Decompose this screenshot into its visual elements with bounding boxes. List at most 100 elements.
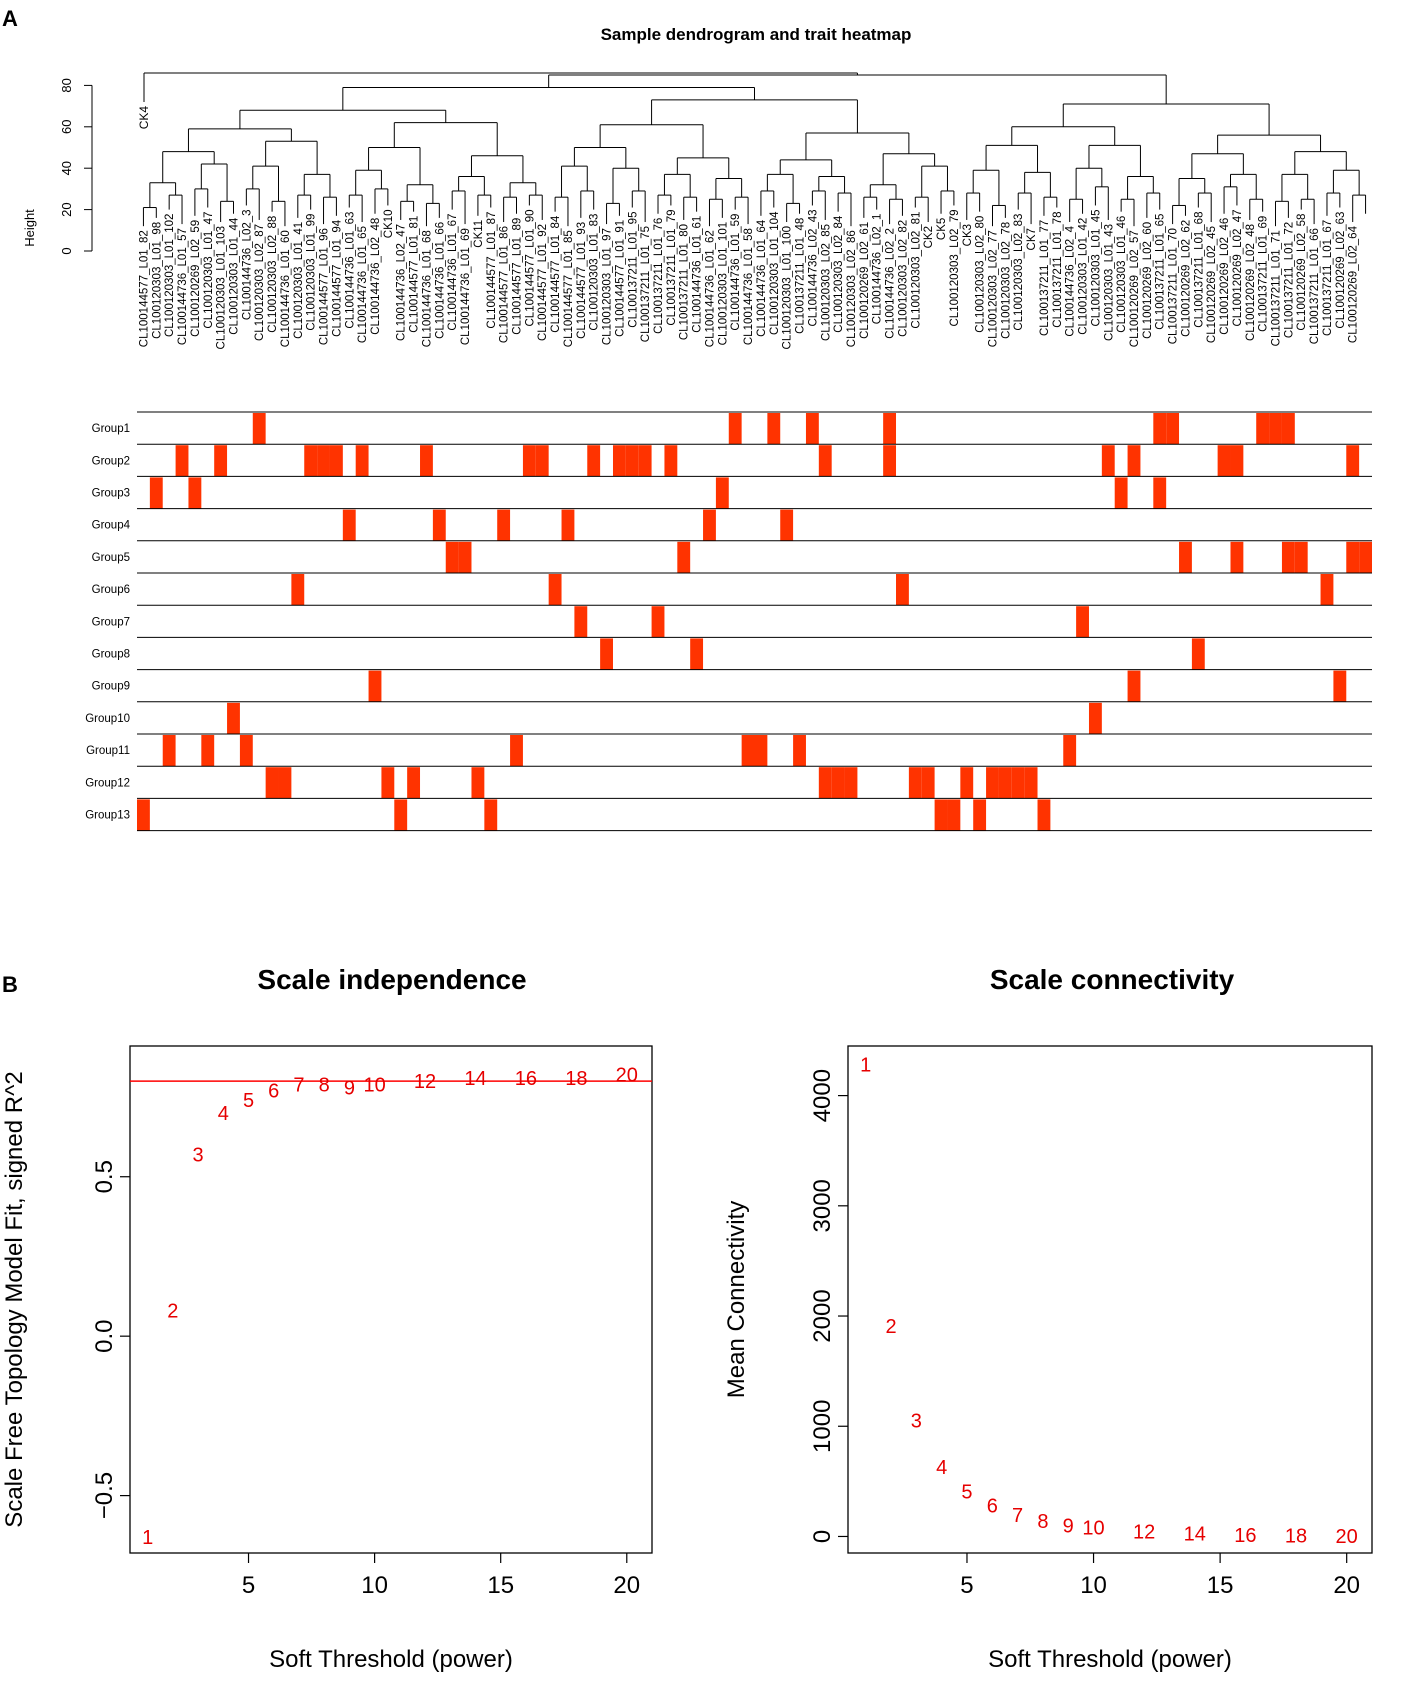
dendrogram-leaf-label: CL100144736_L01_63 bbox=[344, 212, 356, 329]
dendrogram-leaf-label: CL100120303_L01_103 bbox=[216, 226, 228, 349]
heatmap-cell bbox=[548, 574, 562, 606]
heatmap-cell bbox=[1256, 413, 1270, 445]
x-tick-label: 20 bbox=[613, 1572, 640, 1599]
dendrogram-leaf-label: CL100137211_L01_75 bbox=[640, 226, 652, 342]
dendrogram-leaf-label: CL100120303_L02_77 bbox=[987, 230, 999, 347]
heatmap-cell bbox=[432, 509, 446, 541]
heatmap-cell bbox=[973, 799, 987, 831]
dendrogram-leaf-label: CL100120303_L01_100 bbox=[782, 226, 794, 349]
data-point-label: 7 bbox=[1012, 1505, 1023, 1527]
heatmap-cell bbox=[175, 445, 189, 477]
dendrogram-leaf-labels: CL100144577_L01_82 CL100120303_L01_98 CL10… bbox=[138, 209, 1359, 349]
heatmap-cell bbox=[818, 767, 832, 799]
heatmap-cell bbox=[1230, 445, 1244, 477]
data-point-label: 6 bbox=[268, 1081, 279, 1103]
heatmap-cell bbox=[998, 767, 1012, 799]
heatmap-cell bbox=[368, 670, 382, 702]
dendrogram-leaf-label: CL100144577_L01_91 bbox=[614, 220, 626, 337]
dendrogram-leaf-label: CL100120269_L02_59 bbox=[190, 220, 202, 337]
heatmap-cell bbox=[741, 735, 755, 767]
dendrogram-leaf-label: CL100144736_L02_2 bbox=[885, 228, 897, 339]
data-point-label: 18 bbox=[1285, 1525, 1307, 1547]
dendrogram-leaf-label: CL100120269_L02_45 bbox=[1206, 226, 1218, 343]
data-point-label: 16 bbox=[515, 1068, 537, 1090]
dendrogram-y-tick-label: 40 bbox=[59, 161, 74, 175]
dendrogram-leaf-label: CL100144577_L01_81 bbox=[409, 216, 421, 333]
heatmap-cell bbox=[381, 767, 395, 799]
heatmap-cell bbox=[239, 735, 253, 767]
dendrogram-leaf-label: CL100120303_L01_41 bbox=[293, 222, 305, 339]
dendrogram-leaf-label: CL100144577_L01_85 bbox=[563, 230, 575, 347]
dendrogram-leaf-label: CL100120269_L02_58 bbox=[1296, 214, 1308, 331]
x-tick-label: 20 bbox=[1333, 1572, 1360, 1599]
heatmap-cell bbox=[767, 413, 781, 445]
dendrogram-leaf-label: CL100137211_L01_70 bbox=[1168, 228, 1180, 344]
data-point-label: 2 bbox=[167, 1301, 178, 1323]
dendrogram-leaf-label: CL100144577_L01_94 bbox=[331, 219, 343, 337]
dendrogram-leaf-label: CL100120303_L02_87 bbox=[254, 224, 266, 341]
heatmap-cell bbox=[934, 799, 948, 831]
heatmap-cell bbox=[510, 735, 523, 767]
heatmap-cell bbox=[188, 477, 202, 509]
dendrogram-leaf-label: CL100120303_L01_98 bbox=[151, 222, 163, 339]
y-axis-label: Mean Connectivity bbox=[723, 1201, 750, 1398]
data-point-label: 7 bbox=[293, 1074, 304, 1096]
data-point-label: 9 bbox=[344, 1077, 355, 1099]
dendrogram-leaf-label: CL100120303_L02_79 bbox=[949, 209, 961, 326]
heatmap-cell bbox=[484, 799, 498, 831]
heatmap-cell bbox=[1281, 413, 1295, 445]
heatmap-cell bbox=[278, 767, 292, 799]
dendrogram-leaf-label: CL100144736_L01_58 bbox=[743, 228, 755, 345]
heatmap-cell bbox=[522, 445, 536, 477]
data-point-label: 8 bbox=[1037, 1511, 1048, 1533]
heatmap-cell bbox=[252, 413, 266, 445]
heatmap-cell bbox=[265, 767, 279, 799]
dendrogram-leaf-label: CL100144577_L01_87 bbox=[486, 212, 498, 329]
y-tick-label: 2000 bbox=[809, 1289, 836, 1342]
dendrogram-leaf-label: CL100120303_L01_47 bbox=[203, 212, 215, 329]
dendrogram-leaf-label: CL100137211_L01_78 bbox=[1052, 212, 1064, 328]
heatmap-cell bbox=[1217, 445, 1231, 477]
heatmap-cell bbox=[445, 541, 459, 573]
y-axis-label: Scale Free Topology Model Fit, signed R^… bbox=[1, 1071, 28, 1527]
heatmap-cell bbox=[780, 509, 794, 541]
dendrogram-leaf-label: CL100144736_L01_57 bbox=[177, 228, 189, 345]
data-point-label: 12 bbox=[1133, 1522, 1155, 1544]
dendrogram-leaf-label: CK2 bbox=[923, 226, 935, 248]
dendrogram-leaf-label: CL100144577_L01_90 bbox=[524, 209, 536, 326]
dendrogram-leaf-label: CL100144736_L01_61 bbox=[692, 216, 704, 333]
dendrogram-leaf-label: CL100144736_L01_59 bbox=[730, 214, 742, 331]
x-tick-label: 10 bbox=[1080, 1572, 1107, 1599]
dendrogram-leaf-label: CL100144736_L02_48 bbox=[370, 218, 382, 335]
dendrogram-leaf-label: CL100120303_L01_43 bbox=[1103, 224, 1115, 341]
heatmap-cell bbox=[754, 735, 768, 767]
dendrogram-leaf-label: CL100137211_L01_69 bbox=[1258, 216, 1270, 332]
x-axis-label: Soft Threshold (power) bbox=[988, 1646, 1232, 1673]
heatmap-cell bbox=[612, 445, 626, 477]
dendrogram-leaf-label: CL100144736_L02_1 bbox=[872, 214, 884, 325]
heatmap-cell bbox=[227, 702, 240, 734]
heatmap-cell bbox=[1076, 606, 1089, 638]
heatmap-cell bbox=[960, 767, 974, 799]
dendrogram-leaf-label: CL100120269_L02_57 bbox=[1129, 230, 1141, 347]
heatmap-cell bbox=[574, 606, 588, 638]
dendrogram-leaf-label: CL100120303_L01_42 bbox=[1078, 218, 1090, 335]
data-point-label: 9 bbox=[1063, 1515, 1074, 1537]
heatmap-cell bbox=[1346, 541, 1360, 573]
data-point-label: 20 bbox=[1336, 1526, 1358, 1548]
dendrogram-leaf-label: CL100120303_L01_99 bbox=[306, 214, 318, 331]
heatmap-cell bbox=[201, 735, 215, 767]
heatmap-cell bbox=[1333, 670, 1347, 702]
dendrogram-leaf-label: CK3 bbox=[962, 224, 974, 246]
dendrogram-y-tick-label: 60 bbox=[59, 120, 74, 134]
heatmap-cell bbox=[458, 541, 472, 573]
heatmap-cell bbox=[561, 509, 575, 541]
panel-a: A Sample dendrogram and trait heatmap He… bbox=[2, 6, 1372, 832]
x-tick-label: 15 bbox=[487, 1572, 514, 1599]
dendrogram-leaf-label: CL100137211_L01_77 bbox=[1039, 220, 1051, 336]
dendrogram-leaf-label: CL100120269_L02_62 bbox=[1180, 220, 1192, 337]
heatmap-cell bbox=[1153, 413, 1167, 445]
heatmap-row-label: Group2 bbox=[92, 455, 130, 467]
